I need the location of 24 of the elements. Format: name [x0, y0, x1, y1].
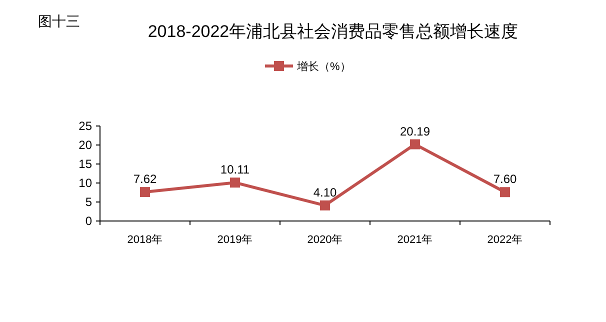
point: [410, 139, 420, 150]
x-tick-label: 2021年: [397, 234, 433, 246]
data-label: 7.60: [493, 172, 517, 186]
x-tick-label: 2018年: [127, 234, 163, 246]
x-tick-label: 2022年: [487, 234, 523, 246]
y-tick-label: 20: [78, 138, 92, 152]
y-tick-label: 15: [78, 157, 92, 171]
x-tick-label: 2019年: [217, 234, 253, 246]
y-tick-label: 5: [85, 195, 92, 209]
y-tick-label: 10: [78, 176, 92, 190]
data-label: 20.19: [400, 124, 430, 138]
y-tick-label: 0: [85, 214, 92, 228]
chart-title: 2018-2022年浦北县社会消费品零售总额增长速度: [148, 22, 518, 41]
point: [140, 187, 150, 198]
legend-label: 增长（%）: [296, 60, 351, 73]
data-label: 10.11: [220, 162, 250, 177]
y-tick-label: 25: [78, 119, 92, 133]
x-tick-label: 2020年: [307, 234, 343, 246]
text: 图十三: [38, 13, 80, 29]
point: [320, 200, 330, 210]
data-label: 4.10: [313, 185, 337, 200]
point: [500, 187, 510, 198]
point: [230, 178, 240, 188]
data-label: 7.62: [133, 172, 157, 186]
